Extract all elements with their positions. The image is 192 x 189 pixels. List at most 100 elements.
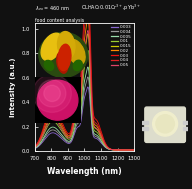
0.05 xyxy=(79,99,82,101)
X-axis label: Wavelength (nm): Wavelength (nm) xyxy=(47,167,122,176)
0.004 xyxy=(130,149,133,151)
0.004 xyxy=(82,98,84,100)
Line: 0.005: 0.005 xyxy=(35,67,134,150)
0.005 xyxy=(112,149,114,151)
0.04 xyxy=(79,88,82,90)
Ellipse shape xyxy=(57,52,68,73)
Line: 0.004: 0.004 xyxy=(35,77,134,150)
0.004 xyxy=(39,143,41,146)
Circle shape xyxy=(44,85,60,101)
0.005 xyxy=(39,143,41,145)
0.01 xyxy=(79,107,82,109)
0.04 xyxy=(133,149,136,151)
0.04 xyxy=(33,146,36,148)
Line: 0.05: 0.05 xyxy=(35,30,134,150)
0.003 xyxy=(33,148,36,150)
Text: food content analysis: food content analysis xyxy=(35,18,84,23)
0.005 xyxy=(79,114,82,116)
Circle shape xyxy=(38,80,66,107)
0.05 xyxy=(130,149,133,151)
0.03 xyxy=(82,32,84,34)
Ellipse shape xyxy=(41,33,63,60)
0.05 xyxy=(87,29,89,32)
Legend: 0.003, 0.004, 0.005, 0.01, 0.015, 0.02, 0.03, 0.04, 0.05: 0.003, 0.004, 0.005, 0.01, 0.015, 0.02, … xyxy=(111,25,132,68)
Text: $\lambda_{ex}$ = 460 nm: $\lambda_{ex}$ = 460 nm xyxy=(35,4,70,13)
0.03 xyxy=(130,149,133,151)
0.03 xyxy=(112,149,114,151)
0.003 xyxy=(133,149,136,151)
Bar xyxy=(183,121,188,124)
Ellipse shape xyxy=(44,60,54,70)
0.01 xyxy=(82,79,84,81)
0.02 xyxy=(130,149,133,151)
0.05 xyxy=(112,149,114,151)
0.02 xyxy=(112,149,114,151)
Line: 0.015: 0.015 xyxy=(35,34,134,150)
0.03 xyxy=(33,146,36,148)
0.003 xyxy=(112,149,114,151)
0.015 xyxy=(82,67,84,69)
Bar xyxy=(183,127,188,130)
0.015 xyxy=(39,140,41,142)
0.005 xyxy=(130,149,133,151)
0.04 xyxy=(130,149,133,151)
Circle shape xyxy=(37,80,78,120)
0.04 xyxy=(130,149,133,151)
0.02 xyxy=(133,149,136,151)
0.005 xyxy=(87,66,89,68)
Line: 0.02: 0.02 xyxy=(35,17,134,150)
0.02 xyxy=(130,149,133,151)
0.05 xyxy=(33,146,36,149)
Circle shape xyxy=(153,112,178,136)
FancyBboxPatch shape xyxy=(145,107,185,143)
Line: 0.01: 0.01 xyxy=(35,50,134,150)
0.005 xyxy=(82,90,84,93)
0.05 xyxy=(133,149,136,151)
Bar xyxy=(142,127,148,130)
0.003 xyxy=(82,105,84,107)
Ellipse shape xyxy=(39,32,88,77)
0.003 xyxy=(87,86,89,88)
0.01 xyxy=(112,149,114,151)
0.03 xyxy=(133,149,136,151)
0.015 xyxy=(33,146,36,149)
Circle shape xyxy=(33,74,71,112)
0.004 xyxy=(33,147,36,150)
0.04 xyxy=(82,46,84,48)
0.003 xyxy=(130,149,133,151)
0.01 xyxy=(130,149,133,151)
Text: CLHAO:0.01Cr$^{3+}$,pYb$^{3+}$: CLHAO:0.01Cr$^{3+}$,pYb$^{3+}$ xyxy=(81,3,140,13)
0.004 xyxy=(87,76,89,78)
0.003 xyxy=(130,149,133,151)
0.03 xyxy=(39,137,41,140)
0.02 xyxy=(79,93,82,95)
Ellipse shape xyxy=(58,44,71,71)
0.02 xyxy=(39,139,41,141)
0.015 xyxy=(87,33,89,35)
0.015 xyxy=(130,149,133,151)
Ellipse shape xyxy=(67,40,85,65)
0.015 xyxy=(133,149,136,151)
0.05 xyxy=(130,149,133,151)
0.005 xyxy=(33,147,36,149)
0.004 xyxy=(79,118,82,120)
0.015 xyxy=(130,149,133,151)
Ellipse shape xyxy=(73,60,82,70)
0.03 xyxy=(79,79,82,81)
0.005 xyxy=(133,149,136,151)
Y-axis label: Intensity (a.u.): Intensity (a.u.) xyxy=(10,57,16,117)
0.04 xyxy=(87,3,89,5)
0.005 xyxy=(130,149,133,151)
0.01 xyxy=(39,141,41,143)
0.015 xyxy=(79,100,82,102)
0.02 xyxy=(82,55,84,58)
0.01 xyxy=(133,149,136,151)
Circle shape xyxy=(156,115,174,133)
0.04 xyxy=(39,139,41,141)
0.004 xyxy=(130,149,133,151)
Line: 0.04: 0.04 xyxy=(35,4,134,150)
0.004 xyxy=(112,149,114,151)
0.01 xyxy=(33,147,36,149)
0.02 xyxy=(87,16,89,18)
0.05 xyxy=(39,140,41,143)
